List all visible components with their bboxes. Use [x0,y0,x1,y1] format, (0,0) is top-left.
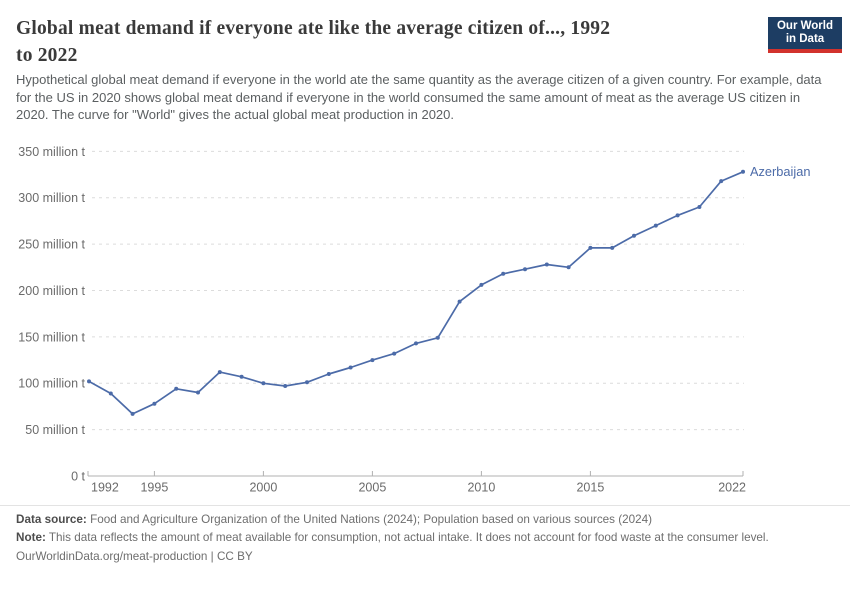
owid-logo-red-bar [768,49,842,53]
data-point-2021[interactable] [719,179,724,184]
meat-demand-line-chart: 0 t 50 million t 100 million t 150 million … [18,145,810,495]
data-point-1999[interactable] [239,374,244,379]
data-point-2002[interactable] [305,380,309,385]
x-axis-label-1995: 1995 [140,481,168,495]
data-point-2003[interactable] [326,372,331,376]
x-axis-label-2015: 2015 [576,481,604,495]
x-axis-label-2000: 2000 [249,481,277,495]
data-source-text: Food and Agriculture Organization of the… [90,513,653,526]
data-point-1996[interactable] [174,386,179,391]
data-source-line: Data source: Food and Agriculture Organi… [16,511,834,529]
data-point-2016[interactable] [610,245,615,250]
data-point-2012[interactable] [523,267,527,272]
data-point-1994[interactable] [130,411,135,416]
note-line: Note: This data reflects the amount of m… [16,529,834,547]
x-axis-label-1992: 1992 [91,481,119,495]
data-point-2006[interactable] [392,351,397,356]
page-title-line2: to 2022 [16,45,78,66]
page-title-line1: Global meat demand if everyone ate like … [16,18,611,39]
y-axis-label-50: 50 million t [25,423,85,437]
owid-logo[interactable]: Our World in Data [768,17,842,53]
x-axis-label-2005: 2005 [358,481,386,495]
data-point-2005[interactable] [370,358,375,363]
data-point-2015[interactable] [588,245,593,250]
footer-link[interactable]: OurWorldinData.org/meat-production | CC … [16,550,253,563]
data-point-1995[interactable] [152,401,157,406]
data-point-2019[interactable] [675,213,680,218]
owid-logo-text: Our World in Data [768,17,842,49]
y-axis-label-200: 200 million t [18,284,85,298]
azerbaijan-line[interactable] [88,170,744,415]
footer-divider [0,505,850,506]
data-point-2007[interactable] [414,341,418,346]
y-axis-label-300: 300 million t [18,191,85,205]
data-point-2010[interactable] [479,282,484,287]
data-point-2011[interactable] [501,271,506,276]
data-point-2001[interactable] [283,384,288,388]
note-text: This data reflects the amount of meat av… [48,531,769,544]
data-point-1998[interactable] [217,370,222,375]
y-axis-label-100: 100 million t [18,377,85,391]
x-axis-label-2010: 2010 [467,481,495,495]
data-point-2009[interactable] [457,299,462,304]
data-point-2014[interactable] [566,265,571,270]
x-axis-label-2022: 2022 [718,481,746,495]
chart-subtitle: Hypothetical global meat demand if every… [16,72,822,122]
data-point-2020[interactable] [697,205,702,209]
page-title: Global meat demand if everyone ate like … [16,15,756,69]
data-point-1993[interactable] [108,391,113,396]
data-point-1992[interactable] [87,379,91,384]
data-point-2018[interactable] [653,223,658,228]
y-axis-label-250: 250 million t [18,238,85,252]
y-axis-label-350: 350 million t [18,145,85,159]
chart-footer: Data source: Food and Agriculture Organi… [16,511,834,566]
data-point-2008[interactable] [435,335,440,340]
y-axis-label-0: 0 t [71,469,85,483]
data-source-label: Data source: [16,513,87,526]
y-axis-label-150: 150 million t [18,330,85,344]
data-point-2000[interactable] [261,381,266,386]
series-end-label-azerbaijan[interactable]: Azerbaijan [750,164,810,179]
data-point-2022[interactable] [741,169,745,174]
data-point-2004[interactable] [348,365,353,370]
note-label: Note: [16,531,46,544]
data-point-1997[interactable] [196,390,200,395]
data-point-2013[interactable] [544,262,549,267]
data-point-2017[interactable] [632,233,636,238]
